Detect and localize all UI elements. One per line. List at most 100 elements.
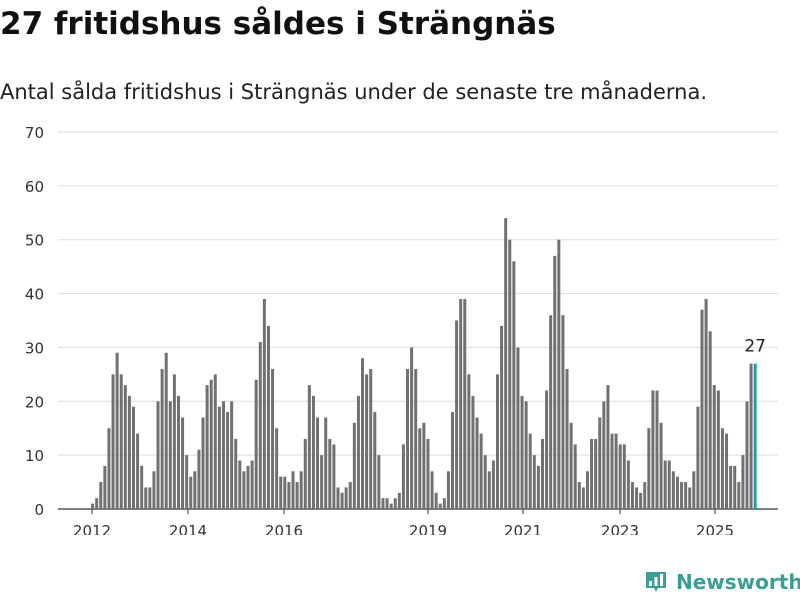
- bar: [512, 261, 516, 509]
- bar: [213, 374, 217, 509]
- bar: [688, 487, 692, 509]
- bar: [720, 428, 724, 509]
- bar: [520, 395, 524, 509]
- bar: [262, 298, 266, 509]
- bar-series: [91, 218, 757, 509]
- bar: [491, 460, 495, 509]
- bar: [639, 492, 643, 509]
- bar: [536, 465, 540, 509]
- y-axis-ticks: 0 10 20 30 40 50 60 70: [25, 124, 44, 519]
- bar: [430, 471, 434, 509]
- bar: [365, 374, 369, 509]
- bar: [749, 363, 753, 509]
- bar: [148, 487, 152, 509]
- bar: [671, 471, 675, 509]
- bar: [344, 487, 348, 509]
- bar: [594, 438, 598, 509]
- bar: [136, 433, 140, 509]
- bar: [667, 460, 671, 509]
- bar: [348, 482, 352, 509]
- bar: [471, 395, 475, 509]
- bar: [659, 422, 663, 509]
- bar: [144, 487, 148, 509]
- bar: [152, 471, 156, 509]
- bar: [271, 368, 275, 509]
- bar: [610, 433, 614, 509]
- x-tick-label: 2012: [73, 522, 111, 535]
- bar: [389, 503, 393, 509]
- y-tick-label: 0: [34, 501, 44, 519]
- bar: [168, 401, 172, 509]
- bar: [221, 401, 225, 509]
- bar: [352, 422, 356, 509]
- bar: [242, 471, 246, 509]
- bar: [692, 471, 696, 509]
- bar: [704, 298, 708, 509]
- bar: [103, 465, 107, 509]
- bar: [622, 444, 626, 509]
- y-tick-label: 20: [25, 393, 44, 411]
- newsworthy-brand: Newsworthy: [644, 566, 800, 598]
- bar: [434, 492, 438, 509]
- bar: [508, 239, 512, 509]
- bar: [324, 417, 328, 509]
- bar: [729, 465, 733, 509]
- bar: [172, 374, 176, 509]
- x-tick-label: 2014: [169, 522, 207, 535]
- bar: [287, 482, 291, 509]
- bar: [475, 417, 479, 509]
- bar: [205, 385, 209, 509]
- bar: [266, 325, 270, 509]
- bar: [630, 482, 634, 509]
- y-tick-label: 40: [25, 286, 44, 304]
- bar: [553, 255, 557, 509]
- bar: [540, 438, 544, 509]
- bar: [238, 460, 242, 509]
- bar: [684, 482, 688, 509]
- bar: [197, 449, 201, 509]
- bar: [487, 471, 491, 509]
- bar: [581, 487, 585, 509]
- bar: [451, 412, 455, 509]
- bar: [651, 390, 655, 509]
- bar: [336, 487, 340, 509]
- bar: [590, 438, 594, 509]
- bar: [406, 368, 410, 509]
- bar: [316, 417, 320, 509]
- bar: [438, 503, 442, 509]
- bar: [369, 368, 373, 509]
- bar: [226, 412, 230, 509]
- bar: [250, 460, 254, 509]
- bar: [446, 471, 450, 509]
- bar: [496, 374, 499, 509]
- bar: [483, 455, 487, 509]
- bar: [303, 438, 307, 509]
- last-value-annotation: 27: [744, 337, 766, 357]
- bar: [598, 417, 602, 509]
- bar: [377, 455, 381, 509]
- bar: [422, 422, 426, 509]
- bar: [741, 455, 745, 509]
- bar: [230, 401, 234, 509]
- bar: [156, 401, 160, 509]
- bar: [606, 385, 610, 509]
- bar: [209, 379, 213, 509]
- bar: [647, 428, 651, 509]
- bar: [504, 218, 508, 509]
- bar: [573, 444, 577, 509]
- bar: [557, 239, 561, 509]
- bar: [479, 433, 483, 509]
- monthly-sales-bar-chart: 0 10 20 30 40 50 60 70 2012 2014 2016 2019 2021 2023…: [25, 124, 778, 535]
- bar: [524, 401, 528, 509]
- bar: [455, 320, 459, 509]
- bar: [246, 465, 250, 509]
- bar: [107, 428, 111, 509]
- bar: [745, 401, 749, 509]
- bar: [655, 390, 659, 509]
- bar: [123, 385, 127, 509]
- bar: [131, 406, 135, 509]
- bar: [275, 428, 279, 509]
- bar-highlight: [753, 363, 757, 509]
- bar: [467, 374, 471, 509]
- bar: [712, 385, 716, 509]
